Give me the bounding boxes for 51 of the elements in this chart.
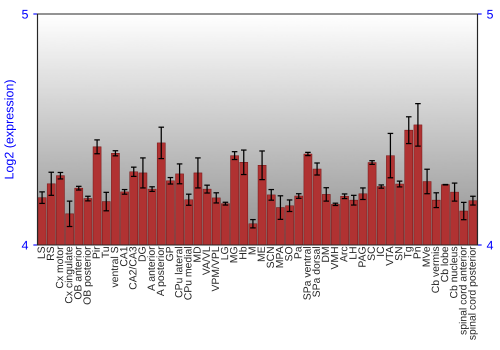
x-tick-label: RS: [46, 246, 54, 260]
x-tick-label: spinal cord posterior: [468, 246, 478, 340]
x-tick-label: LG: [220, 247, 228, 260]
y2-tick-label: 5: [487, 10, 493, 19]
x-tick-label: Pa: [294, 246, 302, 258]
x-tick-label: ME: [258, 246, 265, 262]
x-tick-label: Cb lobe: [440, 246, 448, 282]
x-tick-label: CA1: [120, 246, 128, 266]
x-tick-label: VTA: [386, 246, 394, 266]
x-tick-label: MG: [230, 247, 238, 262]
x-tick-label: VPM/VPL: [211, 246, 220, 292]
x-tick-label: OB posterior: [83, 246, 93, 304]
x-tick-label: M: [248, 247, 256, 254]
x-tick-label: Pn: [413, 247, 421, 258]
x-tick-label: Tg: [404, 247, 414, 258]
x-tick-label: CPu medial: [184, 247, 192, 300]
x-tick-label: CPu lateral: [174, 247, 182, 298]
x-tick-label: GP: [166, 246, 174, 261]
x-tick-label: Cb vermis: [431, 246, 440, 293]
x-tick-label: Hb: [238, 246, 247, 259]
x-tick-label: VMH: [330, 247, 338, 270]
x-tick-label: SPa dorsal: [312, 247, 320, 297]
x-tick-label: LS: [38, 246, 45, 258]
x-tick-label: DM: [322, 247, 329, 262]
x-tick-label: Cb nucleus: [450, 246, 458, 298]
x-tick-label: Tu: [102, 247, 110, 258]
x-tick-label: SPa ventral: [303, 247, 311, 300]
x-tick-label: Cx cingulate: [64, 246, 74, 304]
x-tick-label: MPA: [276, 246, 284, 268]
x-tick-label: SO: [285, 246, 292, 261]
x-tick-label: SCN: [266, 247, 274, 268]
x-tick-label: Arc: [340, 246, 348, 262]
x-tick-label: MVe: [422, 246, 430, 266]
x-tick-label: A posterior: [156, 246, 166, 296]
x-tick-label: ventral S: [110, 246, 118, 288]
x-tick-label: SC: [368, 246, 375, 260]
x-tick-label: SN: [395, 247, 402, 260]
x-tick-label: spinal cord anterior: [458, 246, 469, 335]
x-tick-label: DG: [138, 247, 146, 262]
x-tick-label: LH: [349, 247, 356, 259]
x-tick-label: PAG: [358, 247, 366, 267]
x-tick-label: IC: [376, 246, 384, 256]
x-tick-label: MD: [193, 246, 201, 262]
x-tick-label: CA2/CA3: [128, 246, 137, 290]
x-tick-label: Pir: [92, 246, 100, 258]
x-tick-label: Cx motor: [56, 246, 64, 288]
y-axis-title: Log2 (expression): [4, 80, 16, 178]
x-tick-label: A anterior: [147, 246, 155, 291]
y2-tick-label: 4: [486, 240, 494, 250]
x-tick-label: VA/VL: [202, 246, 210, 276]
x-tick-label: OB anterior: [74, 246, 82, 300]
